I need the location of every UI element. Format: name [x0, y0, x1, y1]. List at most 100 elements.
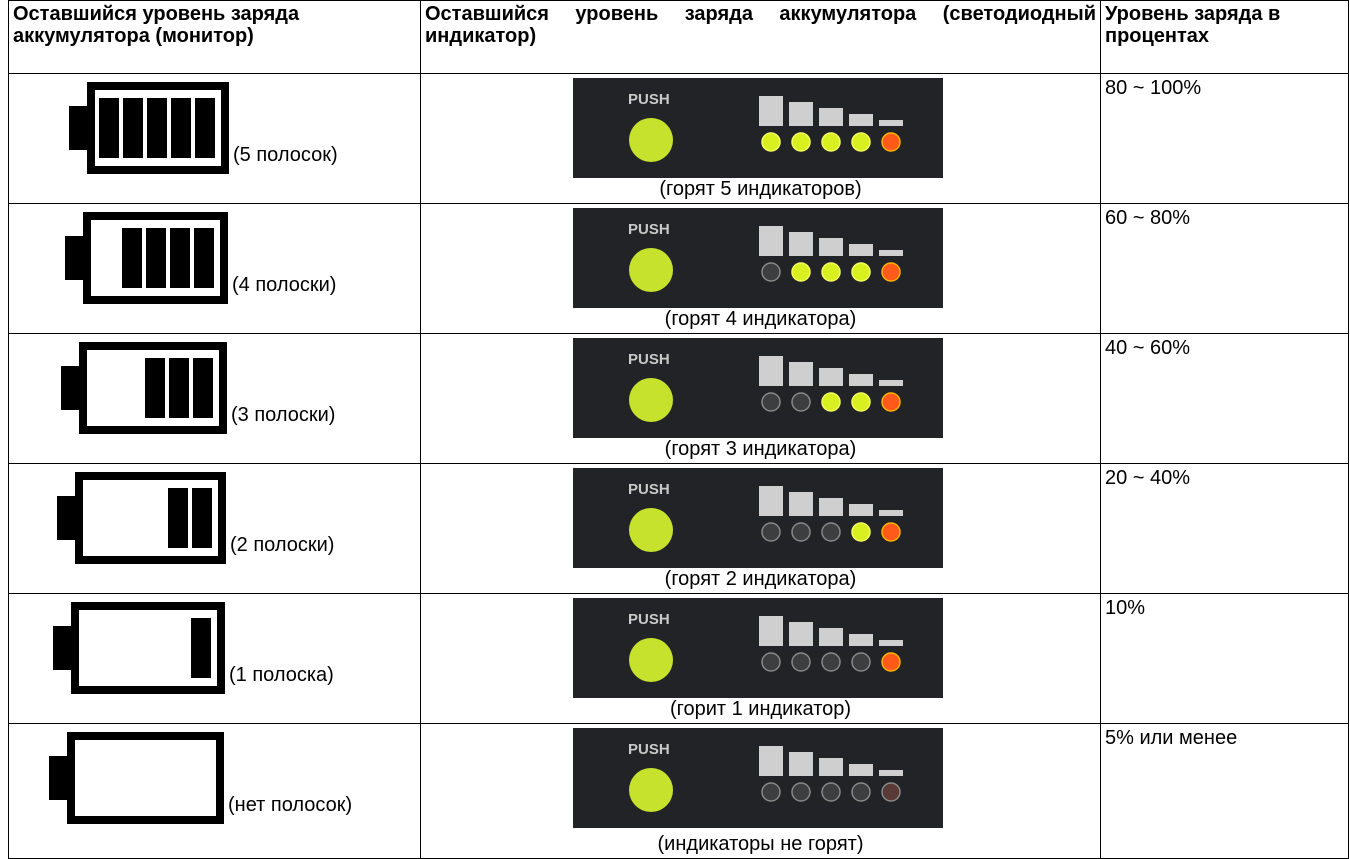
battery-terminal — [49, 756, 67, 800]
table-body: Оставшийся уровень заряда аккумулятора (… — [8, 0, 1349, 859]
led-cell: PUSH (горит 1 индикатор) — [420, 593, 1101, 724]
monitor-caption: (5 полосок) — [233, 144, 338, 166]
level-bar — [759, 96, 783, 126]
battery-bar — [169, 358, 189, 418]
battery-icon — [53, 602, 225, 694]
header-cell: Уровень заряда в процентах — [1100, 0, 1349, 74]
level-bar — [789, 622, 813, 646]
panel-label: PUSH — [628, 91, 670, 108]
level-bar — [879, 510, 903, 516]
level-bar — [789, 102, 813, 126]
led-panel: PUSH — [573, 78, 943, 178]
battery-terminal — [65, 236, 83, 280]
row: (3 полоски) PUSH (горят 3 индикатора) 40 ~ … — [8, 333, 1349, 464]
percent-cell: 5% или менее — [1100, 723, 1349, 859]
monitor-caption: (4 полоски) — [232, 274, 337, 296]
led — [791, 522, 811, 542]
level-bar — [789, 362, 813, 386]
battery-body — [67, 732, 224, 824]
percent-cell: 60 ~ 80% — [1100, 203, 1349, 334]
led-cell: PUSH (горят 4 индикатора) — [420, 203, 1101, 334]
battery-bar — [147, 98, 167, 158]
led-cell: PUSH (горят 3 индикатора) — [420, 333, 1101, 464]
row: (нет полосок) PUSH (индикаторы не горят) 5%… — [8, 723, 1349, 859]
battery-bar — [122, 228, 142, 288]
header-cell: Оставшийся уровень заряда аккумулятора (… — [420, 0, 1101, 74]
led-caption: (горит 1 индикатор) — [669, 698, 852, 720]
level-bar — [759, 226, 783, 256]
led — [881, 392, 901, 412]
led-caption: (горят 4 индикатора) — [664, 308, 857, 330]
led — [761, 522, 781, 542]
led-cell: PUSH (горят 5 индикаторов) — [420, 73, 1101, 204]
battery-bar — [170, 228, 190, 288]
led — [851, 262, 871, 282]
led-panel: PUSH — [573, 208, 943, 308]
led — [821, 782, 841, 802]
led-panel: PUSH — [573, 728, 943, 828]
header-row: Оставшийся уровень заряда аккумулятора (… — [8, 0, 1349, 74]
led — [881, 782, 901, 802]
led — [881, 132, 901, 152]
led — [761, 132, 781, 152]
cell: (1 полоска) — [9, 594, 420, 723]
level-bar — [879, 770, 903, 776]
percent-cell: 40 ~ 60% — [1100, 333, 1349, 464]
cell: PUSH (горят 3 индикатора) — [421, 334, 1100, 463]
monitor-cell: (5 полосок) — [8, 73, 421, 204]
battery-bar — [191, 618, 211, 678]
led — [851, 782, 871, 802]
push-button — [629, 118, 673, 162]
battery-terminal — [57, 496, 75, 540]
level-bar — [819, 238, 843, 256]
led — [881, 522, 901, 542]
battery-bar — [146, 228, 166, 288]
cell: (3 полоски) — [9, 334, 420, 463]
battery-icon — [57, 472, 226, 564]
cell: (2 полоски) — [9, 464, 420, 593]
row: (2 полоски) PUSH (горят 2 индикатора) 20 ~ … — [8, 463, 1349, 594]
battery-table: Оставшийся уровень заряда аккумулятора (… — [8, 0, 1349, 859]
panel-label: PUSH — [628, 741, 670, 758]
monitor-caption: (3 полоски) — [231, 404, 336, 426]
cell: PUSH (горят 5 индикаторов) — [421, 74, 1100, 203]
battery-icon — [49, 732, 224, 824]
percent-cell: 20 ~ 40% — [1100, 463, 1349, 594]
header-cell: Оставшийся уровень заряда аккумулятора (… — [8, 0, 421, 74]
battery-terminal — [53, 626, 71, 670]
battery-bar — [168, 488, 188, 548]
led — [881, 262, 901, 282]
level-bar — [849, 504, 873, 516]
percent-cell: 80 ~ 100% — [1100, 73, 1349, 204]
cell: (нет полосок) — [9, 724, 420, 858]
battery-bar — [194, 228, 214, 288]
led-caption: (горят 3 индикатора) — [664, 438, 857, 460]
led — [761, 392, 781, 412]
percent: 80 ~ 100% — [1105, 77, 1202, 99]
led — [881, 652, 901, 672]
battery-bar — [123, 98, 143, 158]
push-button — [629, 248, 673, 292]
level-bar — [879, 250, 903, 256]
push-button — [629, 768, 673, 812]
panel-label: PUSH — [628, 221, 670, 238]
percent: 60 ~ 80% — [1105, 207, 1191, 229]
level-bar — [759, 616, 783, 646]
battery-bar — [195, 98, 215, 158]
cell: PUSH (горят 4 индикатора) — [421, 204, 1100, 333]
level-bar — [759, 486, 783, 516]
percent: 10% — [1105, 597, 1146, 619]
level-bar — [819, 108, 843, 126]
led — [851, 132, 871, 152]
cell: (4 полоски) — [9, 204, 420, 333]
led — [761, 652, 781, 672]
led-cell: PUSH (индикаторы не горят) — [420, 723, 1101, 859]
led — [851, 392, 871, 412]
cell: PUSH (горит 1 индикатор) — [421, 594, 1100, 723]
level-bar — [759, 356, 783, 386]
battery-icon — [61, 342, 227, 434]
battery-bar — [145, 358, 165, 418]
led — [821, 392, 841, 412]
battery-bar — [192, 488, 212, 548]
led — [761, 782, 781, 802]
